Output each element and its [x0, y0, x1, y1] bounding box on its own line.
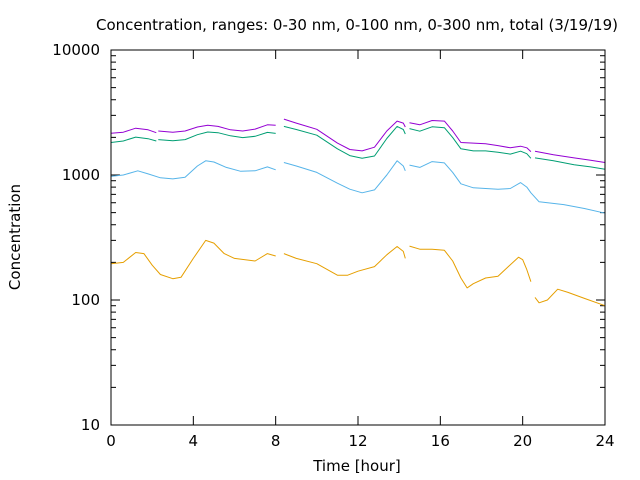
x-axis-label: Time [hour]: [312, 457, 401, 475]
series-3-line: [158, 131, 276, 142]
series-3-line: [283, 125, 406, 159]
series-1-line: [283, 246, 406, 276]
series-4-line: [158, 124, 276, 133]
y-axis-ticks: 10 100 1000 10000: [52, 41, 605, 434]
series-2-line: [110, 160, 276, 180]
x-tick-label: 12: [348, 432, 367, 450]
y-tick-label: 1000: [62, 166, 100, 184]
x-tick-label: 0: [106, 432, 116, 450]
plot-frame: [110, 49, 606, 426]
y-tick-label: 10000: [52, 41, 100, 59]
plot-series: [110, 118, 606, 307]
series-2-line: [409, 161, 606, 214]
series-3-line: [110, 136, 157, 143]
x-tick-label: 8: [271, 432, 281, 450]
y-tick-label: 10: [81, 416, 100, 434]
series-1-line: [110, 239, 276, 280]
x-tick-label: 16: [431, 432, 450, 450]
series-4-line: [283, 118, 406, 152]
x-tick-label: 20: [513, 432, 532, 450]
series-4-line: [110, 127, 157, 134]
y-tick-label: 100: [71, 291, 100, 309]
x-tick-label: 24: [595, 432, 614, 450]
series-4-line: [534, 150, 606, 163]
x-axis-ticks: 0 4 8 12 16 20 24: [106, 50, 615, 450]
series-1-line: [409, 245, 532, 289]
series-3-line: [534, 157, 606, 170]
series-4-line: [409, 120, 532, 152]
y-axis-label: Concentration: [6, 184, 24, 290]
chart-title: Concentration, ranges: 0-30 nm, 0-100 nm…: [96, 16, 618, 34]
series-3-line: [409, 126, 532, 159]
series-1-line: [534, 288, 606, 307]
series-2-line: [283, 160, 406, 194]
x-tick-label: 4: [189, 432, 199, 450]
